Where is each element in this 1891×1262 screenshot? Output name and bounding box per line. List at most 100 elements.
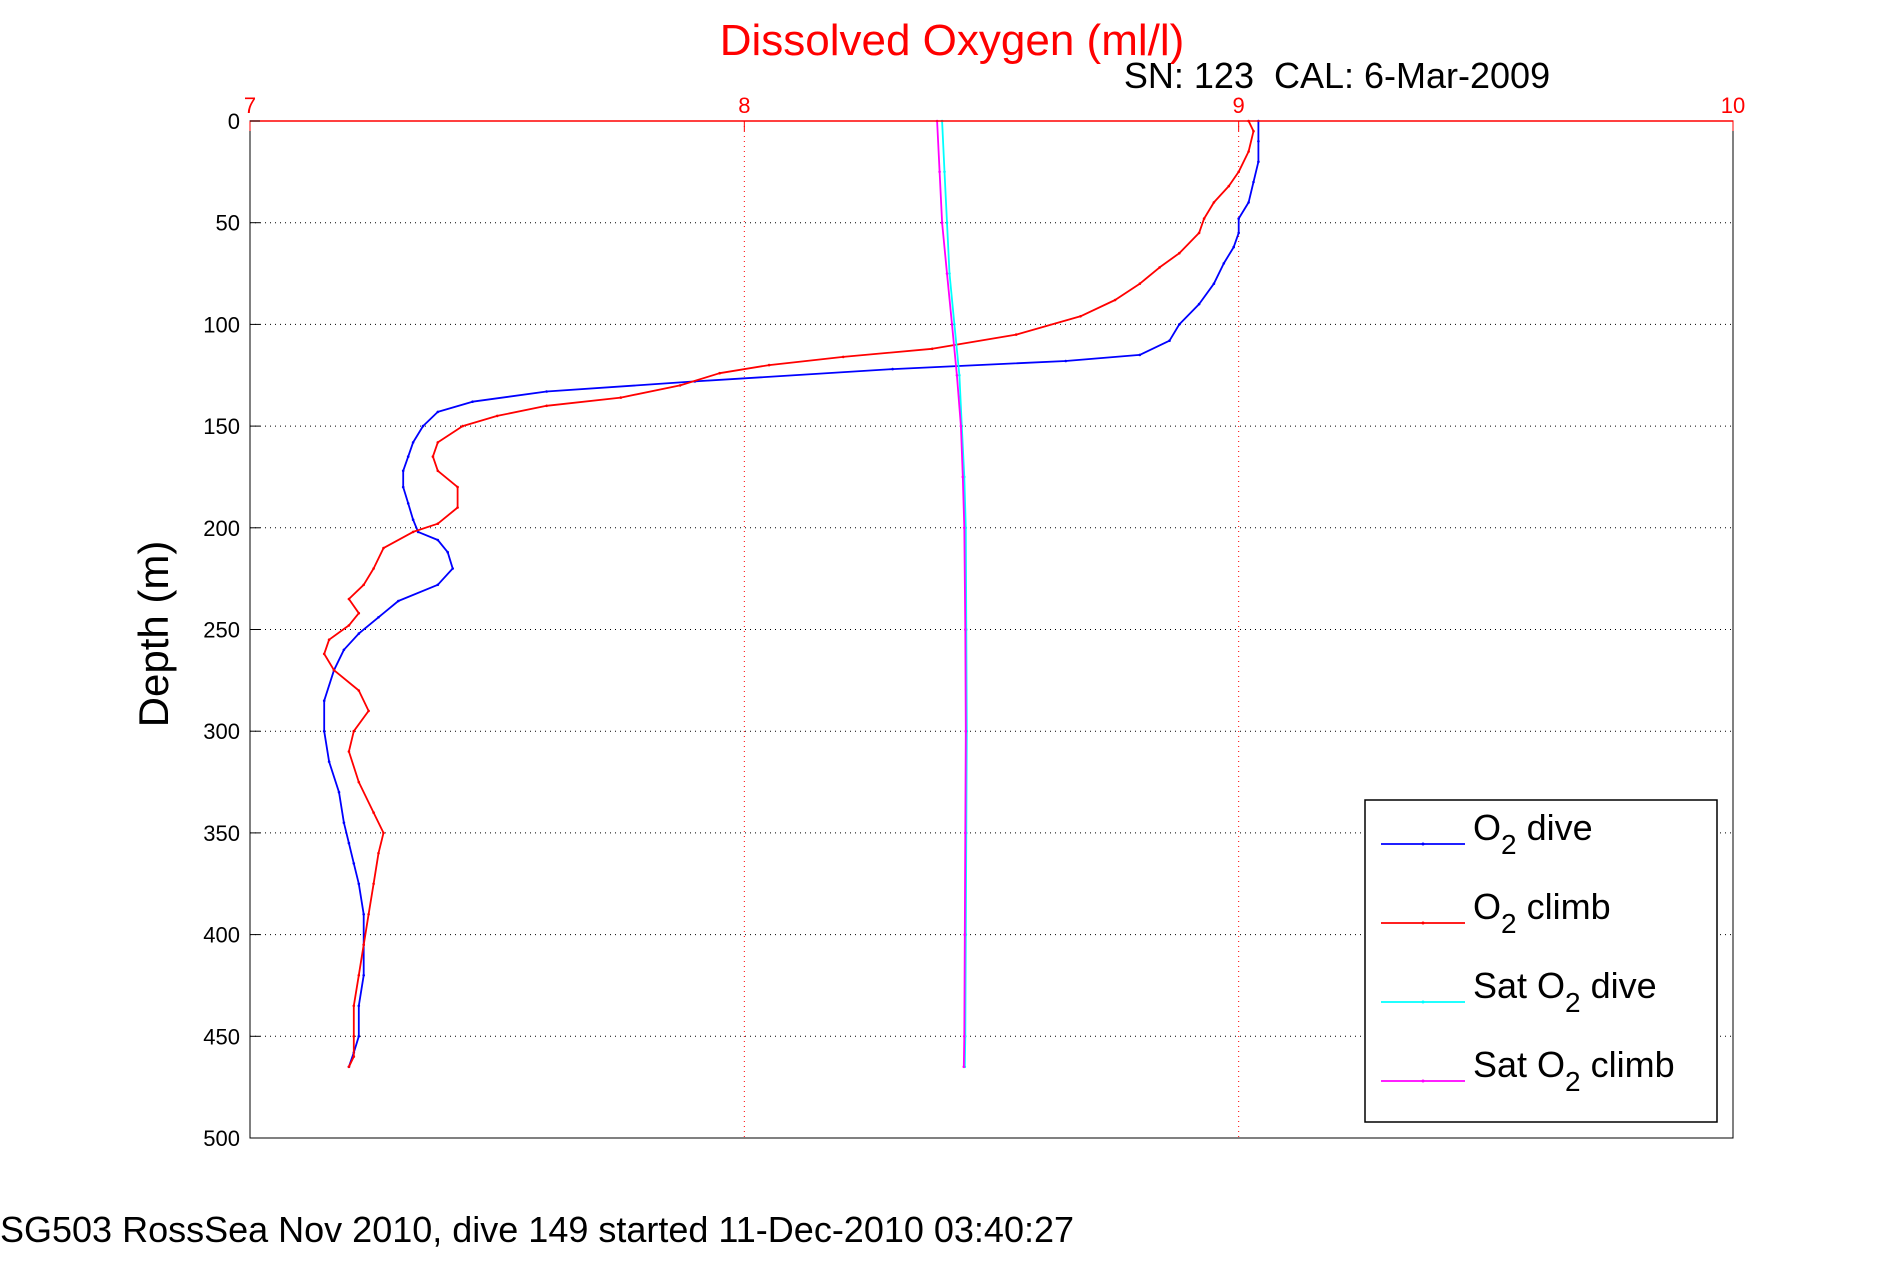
data-point (352, 729, 356, 733)
legend-swatch-marker (1421, 842, 1425, 846)
data-point (1247, 150, 1250, 153)
data-point (1197, 231, 1201, 235)
data-point (1138, 353, 1142, 357)
data-point (1197, 302, 1201, 306)
data-point (961, 475, 965, 479)
y-tick-label: 50 (216, 211, 240, 236)
y-tick-label: 250 (203, 618, 240, 643)
data-point (431, 455, 435, 458)
data-point (1237, 170, 1240, 174)
y-tick-label: 300 (203, 719, 240, 744)
x-tick-label: 8 (738, 93, 750, 118)
data-point (767, 363, 771, 367)
data-point (959, 424, 963, 428)
data-point (1158, 266, 1161, 269)
data-point (352, 1004, 356, 1008)
data-point (436, 538, 440, 542)
data-point (436, 410, 440, 414)
data-point (411, 441, 415, 444)
data-point (382, 546, 385, 550)
data-point (406, 455, 410, 458)
legend-label: Sat O2 climb (1473, 1044, 1675, 1097)
legend-swatch-marker (1421, 921, 1425, 925)
data-point (1202, 217, 1206, 220)
data-point (891, 367, 894, 371)
footer-caption: SG503 RossSea Nov 2010, dive 149 started… (0, 1209, 1074, 1250)
data-point (357, 974, 361, 977)
y-tick-label: 100 (203, 312, 240, 337)
data-point (337, 790, 341, 794)
data-point (955, 374, 959, 377)
data-point (397, 599, 400, 603)
data-point (436, 469, 440, 473)
data-point (953, 323, 956, 326)
data-point (963, 933, 967, 936)
data-point (1227, 184, 1231, 188)
y-tick-label: 450 (203, 1024, 240, 1049)
data-point (940, 221, 944, 224)
data-point (963, 526, 966, 530)
data-point (347, 1065, 351, 1069)
data-point (347, 624, 351, 627)
y-axis-label: Depth (m) (130, 541, 177, 728)
data-point (958, 374, 961, 377)
data-point (1168, 339, 1171, 343)
y-tick-label: 400 (203, 923, 240, 948)
data-point (1138, 282, 1142, 286)
data-point (367, 709, 370, 713)
data-point (342, 648, 346, 652)
data-point (1064, 359, 1067, 363)
data-point (461, 424, 464, 428)
data-point (357, 1035, 361, 1038)
data-point (841, 355, 845, 359)
data-point (451, 567, 455, 570)
data-point (964, 831, 967, 835)
data-point (352, 862, 356, 865)
data-point (964, 729, 968, 733)
series-lines (322, 119, 1260, 1069)
data-point (1237, 231, 1240, 235)
legend-swatch-marker (1421, 1079, 1425, 1083)
data-point (357, 632, 361, 635)
data-point (948, 272, 951, 275)
data-point (342, 821, 346, 824)
data-point (964, 628, 967, 631)
legend-label: O2 dive (1473, 807, 1593, 860)
data-point (436, 583, 440, 587)
data-point (945, 221, 949, 224)
data-point (1247, 201, 1250, 204)
data-point (456, 506, 459, 509)
x-tick-label: 7 (244, 93, 256, 118)
data-point (322, 652, 326, 656)
data-point (1212, 282, 1216, 286)
data-point (377, 616, 380, 619)
chart-subtitle: SN: 123 CAL: 6-Mar-2009 (1124, 55, 1550, 96)
data-point (1252, 180, 1255, 184)
data-point (352, 1055, 356, 1058)
data-point (545, 404, 548, 408)
legend-swatch-marker (1421, 1000, 1425, 1004)
data-point (938, 170, 941, 174)
data-point (367, 913, 370, 916)
y-tick-label: 0 (228, 109, 240, 134)
data-point (945, 272, 949, 275)
data-point (1257, 140, 1260, 143)
data-point (372, 567, 375, 570)
data-point (962, 1065, 966, 1069)
y-tick-label: 200 (203, 516, 240, 541)
data-point (446, 550, 450, 554)
data-point (347, 597, 351, 601)
x-tick-label: 10 (1721, 93, 1745, 118)
data-point (357, 1004, 361, 1008)
data-point (545, 390, 548, 393)
data-point (456, 485, 459, 489)
data-point (322, 729, 326, 733)
data-point (1079, 315, 1082, 318)
chart-title: Dissolved Oxygen (ml/l) (720, 16, 1185, 65)
data-point (322, 699, 326, 702)
data-point (382, 831, 385, 835)
data-point (1212, 201, 1216, 204)
data-point (1257, 160, 1260, 163)
data-point (1252, 129, 1255, 133)
